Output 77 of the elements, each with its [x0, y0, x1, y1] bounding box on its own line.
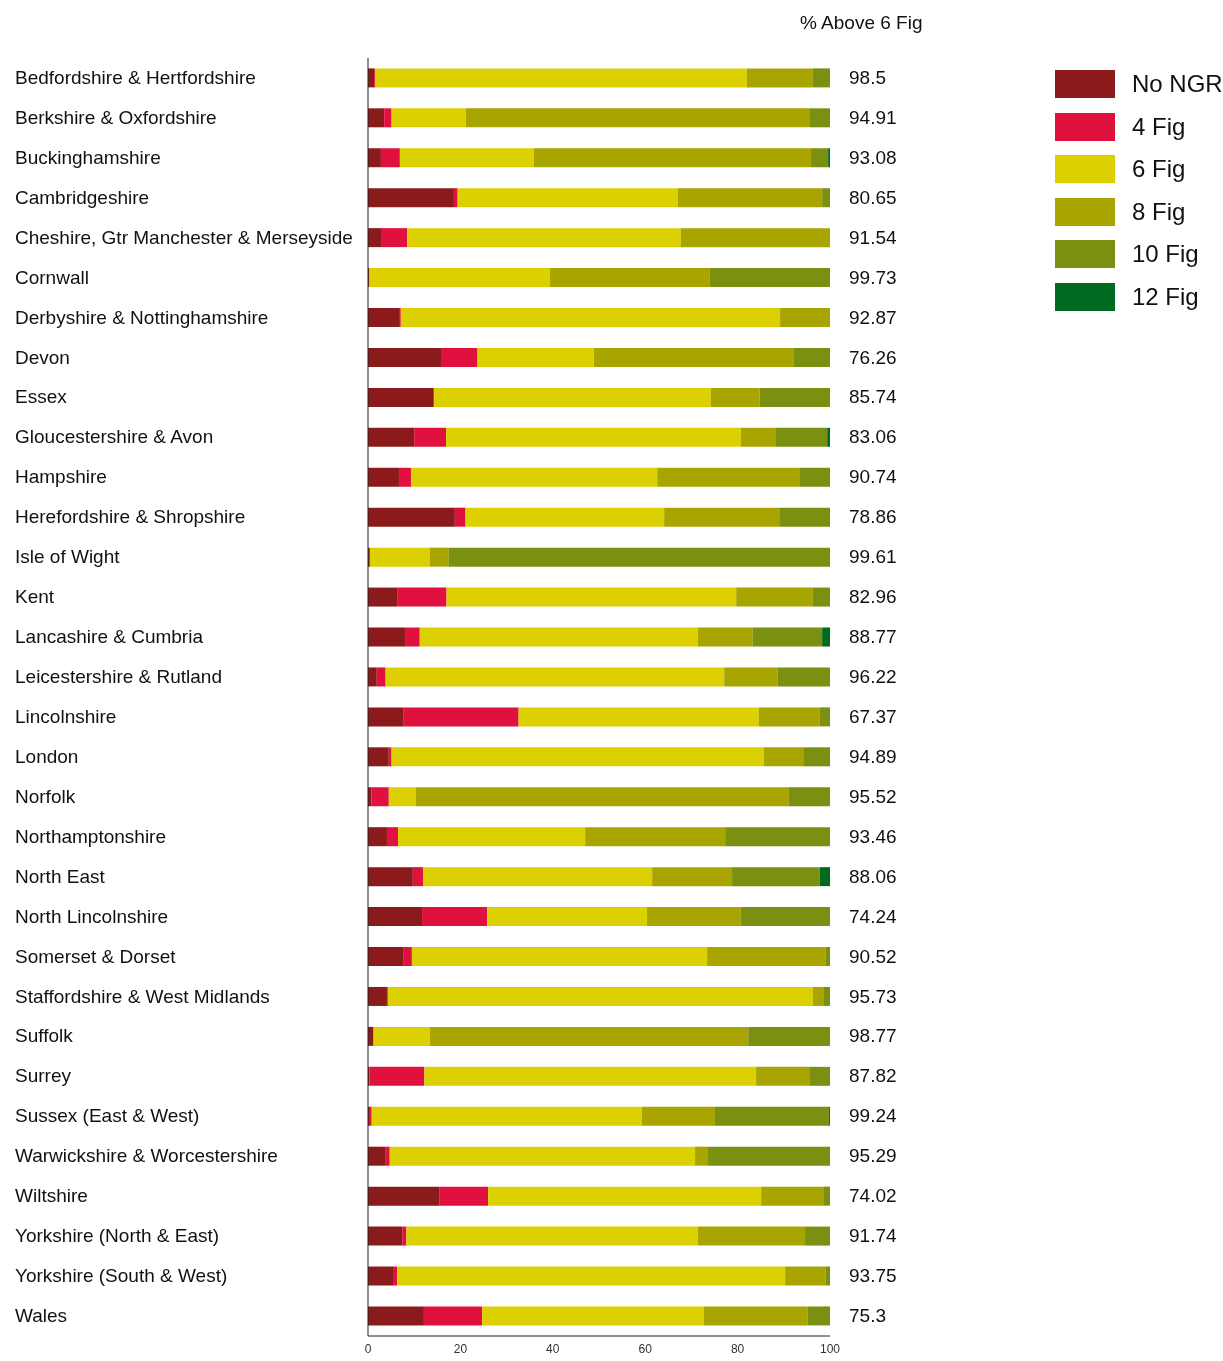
text: 88.06	[849, 864, 897, 889]
y-tick-label: North East	[15, 865, 106, 887]
legend-label: 12 Fig	[1132, 282, 1199, 311]
text: 67.37	[849, 704, 897, 729]
x-tick-label: 80	[730, 1341, 745, 1356]
text: 92.87	[849, 305, 897, 330]
y-tick-label: Cambridgeshire	[15, 186, 150, 208]
y-tick-label: Wales	[15, 1305, 68, 1327]
legend-label: 10 Fig	[1132, 240, 1199, 269]
text: 82.96	[849, 585, 897, 610]
text: 95.52	[849, 784, 897, 809]
y-tick-label: Derbyshire & Nottinghamshire	[15, 306, 269, 328]
text: 74.02	[849, 1184, 897, 1209]
text: 95.73	[849, 984, 897, 1009]
y-tick-label: Staffordshire & West Midlands	[15, 985, 270, 1007]
y-tick-label: Gloucestershire & Avon	[15, 426, 214, 448]
y-tick-label: Bedfordshire & Hertfordshire	[15, 66, 256, 88]
text: 87.82	[849, 1064, 897, 1089]
y-tick-label: Surrey	[15, 1065, 72, 1087]
text: 99.61	[849, 545, 897, 570]
y-tick-label: Wiltshire	[15, 1185, 88, 1207]
text: % Above 6 Fig	[800, 12, 923, 34]
text: 95.29	[849, 1144, 897, 1169]
y-tick-label: Hampshire	[15, 466, 107, 488]
legend-label: 8 Fig	[1132, 197, 1186, 226]
text: 90.74	[849, 465, 897, 490]
x-tick-label: 0	[364, 1341, 372, 1356]
text: 91.74	[849, 1224, 897, 1249]
text: 99.24	[849, 1104, 897, 1129]
y-tick-label: Yorkshire (North & East)	[15, 1225, 220, 1247]
text: 98.77	[849, 1024, 897, 1049]
text: 94.89	[849, 744, 897, 769]
y-tick-label: Norfolk	[15, 785, 76, 807]
text: 74.24	[849, 904, 897, 929]
text: 85.74	[849, 385, 897, 410]
y-tick-label: Herefordshire & Shropshire	[15, 506, 246, 528]
y-tick-label: Leicestershire & Rutland	[15, 666, 222, 688]
x-tick-label: 100	[819, 1341, 841, 1356]
y-tick-label: Lancashire & Cumbria	[15, 626, 204, 648]
legend-label: No NGR	[1132, 70, 1223, 99]
y-tick-label: Sussex (East & West)	[15, 1105, 200, 1127]
text: 75.3	[849, 1304, 886, 1329]
y-tick-label: Warwickshire & Worcestershire	[15, 1145, 278, 1167]
legend-label: 6 Fig	[1132, 155, 1186, 184]
text: 88.77	[849, 625, 897, 650]
x-tick-label: 40	[546, 1341, 560, 1356]
y-tick-label: Yorkshire (South & West)	[15, 1265, 228, 1287]
y-tick-label: Essex	[15, 386, 68, 408]
text: 76.26	[849, 345, 897, 370]
text: 99.73	[849, 265, 897, 290]
y-tick-label: Cheshire, Gtr Manchester & Merseyside	[15, 226, 353, 248]
legend-label: 4 Fig	[1132, 112, 1186, 141]
y-tick-label: Lincolnshire	[15, 705, 117, 727]
x-tick-label: 60	[638, 1341, 653, 1356]
x-tick-label: 20	[453, 1341, 468, 1356]
text: 98.5	[849, 65, 886, 90]
text: 80.65	[849, 185, 897, 210]
y-tick-label: Buckinghamshire	[15, 146, 161, 168]
y-tick-label: Isle of Wight	[15, 546, 121, 568]
text: 90.52	[849, 944, 897, 969]
y-tick-label: Somerset & Dorset	[15, 945, 177, 967]
text: 91.54	[849, 225, 897, 250]
y-tick-label: Berkshire & Oxfordshire	[15, 106, 217, 128]
text: 78.86	[849, 505, 897, 530]
y-tick-label: North Lincolnshire	[15, 905, 169, 927]
text: 93.46	[849, 824, 897, 849]
text: 93.08	[849, 145, 897, 170]
y-tick-label: Devon	[15, 346, 70, 368]
y-tick-label: London	[15, 745, 79, 767]
text: 96.22	[849, 665, 897, 690]
y-tick-label: Suffolk	[15, 1025, 74, 1047]
y-tick-label: Cornwall	[15, 266, 89, 288]
text: 93.75	[849, 1264, 897, 1289]
text: 83.06	[849, 425, 897, 450]
text: 94.91	[849, 105, 897, 130]
y-tick-label: Northamptonshire	[15, 825, 167, 847]
y-tick-label: Kent	[15, 586, 55, 608]
